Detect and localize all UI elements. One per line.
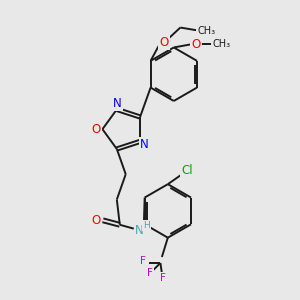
Text: O: O bbox=[191, 38, 201, 51]
Text: F: F bbox=[147, 268, 153, 278]
Text: CH₃: CH₃ bbox=[197, 26, 216, 35]
Text: F: F bbox=[160, 273, 166, 283]
Text: O: O bbox=[159, 36, 169, 49]
Text: N: N bbox=[140, 139, 149, 152]
Text: O: O bbox=[92, 214, 100, 227]
Text: N: N bbox=[113, 97, 122, 110]
Text: N: N bbox=[135, 224, 143, 237]
Text: CH₃: CH₃ bbox=[212, 40, 230, 50]
Text: F: F bbox=[140, 256, 146, 266]
Text: O: O bbox=[92, 123, 101, 136]
Text: H: H bbox=[143, 221, 150, 230]
Text: Cl: Cl bbox=[181, 164, 193, 177]
